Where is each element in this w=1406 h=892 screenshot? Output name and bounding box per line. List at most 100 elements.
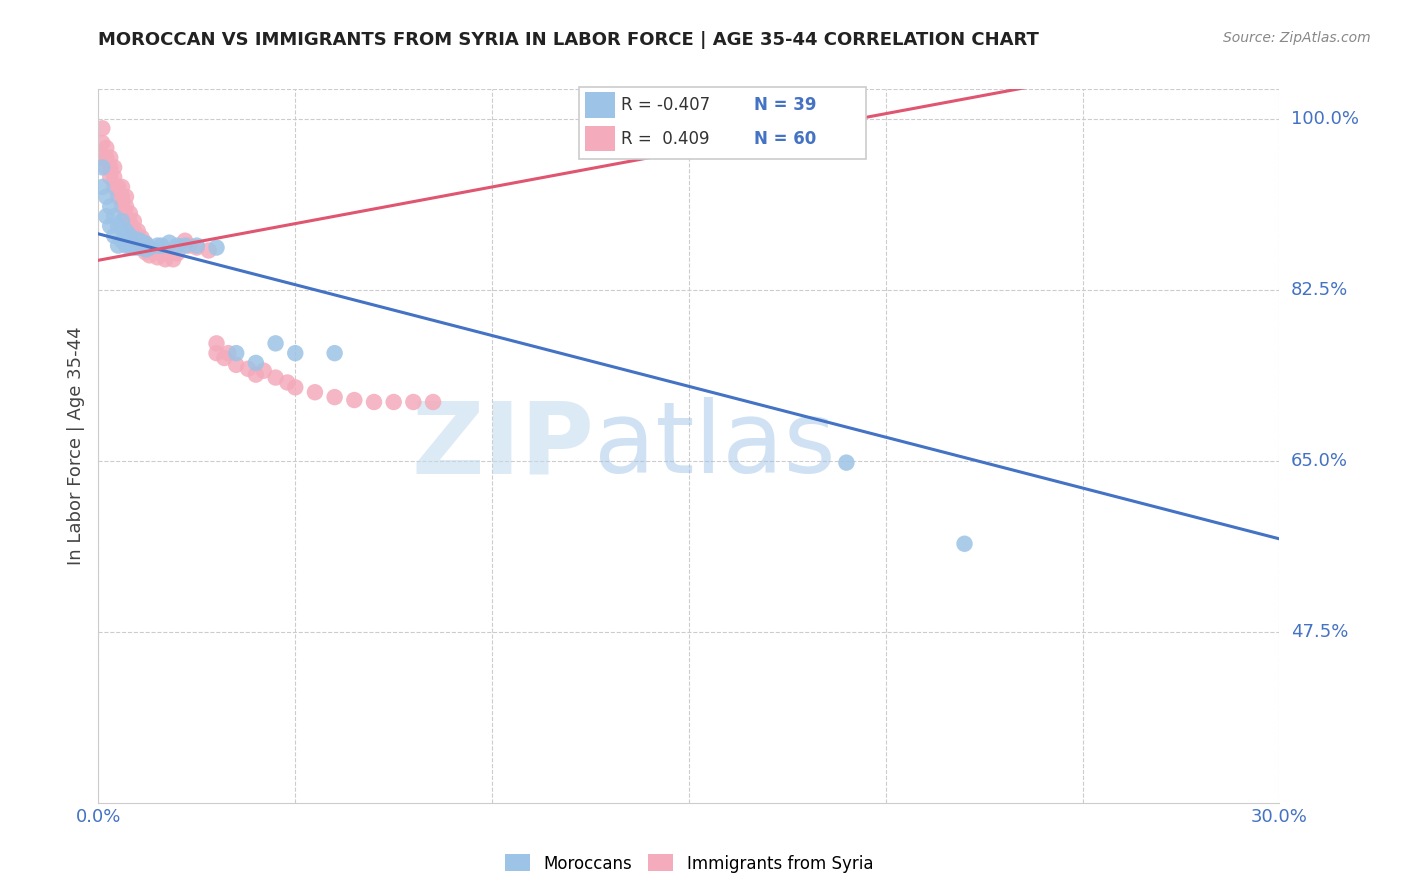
Point — [205, 346, 228, 360]
Point — [96, 161, 118, 175]
Point — [217, 346, 239, 360]
Point — [953, 537, 976, 551]
Point — [107, 238, 129, 252]
Point — [166, 246, 188, 260]
Point — [91, 180, 114, 194]
Point — [111, 234, 134, 248]
Point — [276, 376, 298, 390]
Point — [135, 243, 157, 257]
Point — [96, 151, 118, 165]
Point — [91, 151, 114, 165]
Text: ZIP: ZIP — [412, 398, 595, 494]
Point — [236, 361, 259, 376]
Text: R = -0.407: R = -0.407 — [620, 96, 710, 114]
Point — [98, 161, 121, 175]
Point — [118, 216, 141, 230]
Point — [135, 236, 157, 251]
Point — [91, 136, 114, 150]
Point — [138, 241, 160, 255]
Point — [162, 252, 184, 267]
Point — [225, 358, 247, 372]
Point — [111, 214, 134, 228]
Point — [264, 336, 287, 351]
Point — [174, 238, 197, 252]
Point — [382, 395, 405, 409]
Point — [214, 351, 236, 365]
Point — [166, 238, 188, 252]
Point — [363, 395, 385, 409]
Point — [98, 170, 121, 185]
Point — [103, 170, 125, 185]
Point — [157, 235, 180, 250]
Bar — [585, 93, 614, 118]
Point — [177, 238, 200, 252]
Point — [122, 241, 145, 255]
Point — [205, 336, 228, 351]
Point — [115, 238, 138, 252]
Point — [107, 219, 129, 233]
Point — [127, 224, 149, 238]
Point — [131, 231, 153, 245]
Point — [323, 346, 346, 360]
Point — [115, 209, 138, 223]
Point — [96, 209, 118, 223]
Point — [115, 200, 138, 214]
Text: R =  0.409: R = 0.409 — [620, 129, 709, 147]
Text: N = 39: N = 39 — [754, 96, 815, 114]
Point — [127, 233, 149, 247]
Point — [122, 234, 145, 248]
Point — [253, 364, 276, 378]
Point — [146, 238, 169, 252]
Point — [118, 206, 141, 220]
Point — [323, 390, 346, 404]
Point — [91, 121, 114, 136]
Point — [127, 241, 149, 255]
Point — [103, 228, 125, 243]
Point — [343, 392, 366, 407]
Point — [111, 190, 134, 204]
Point — [284, 380, 307, 394]
Point — [122, 224, 145, 238]
Point — [422, 395, 444, 409]
Point — [835, 456, 858, 470]
Point — [150, 246, 173, 260]
Point — [155, 252, 177, 267]
Text: N = 60: N = 60 — [754, 129, 815, 147]
Point — [174, 234, 197, 248]
Point — [264, 370, 287, 384]
Text: Source: ZipAtlas.com: Source: ZipAtlas.com — [1223, 31, 1371, 45]
Point — [115, 224, 138, 238]
Text: 47.5%: 47.5% — [1291, 623, 1348, 640]
Point — [98, 219, 121, 233]
Point — [402, 395, 425, 409]
Point — [103, 209, 125, 223]
Point — [205, 241, 228, 255]
Point — [245, 356, 267, 370]
Point — [138, 248, 160, 262]
Point — [96, 190, 118, 204]
Point — [186, 241, 208, 255]
Point — [127, 234, 149, 248]
Text: 82.5%: 82.5% — [1291, 281, 1348, 299]
FancyBboxPatch shape — [579, 87, 866, 159]
Point — [225, 346, 247, 360]
Point — [98, 200, 121, 214]
Point — [98, 151, 121, 165]
Point — [118, 238, 141, 252]
Point — [131, 238, 153, 252]
Point — [142, 244, 165, 258]
Point — [118, 228, 141, 243]
Point — [146, 250, 169, 264]
Point — [91, 161, 114, 175]
Legend: Moroccans, Immigrants from Syria: Moroccans, Immigrants from Syria — [498, 847, 880, 880]
Point — [111, 180, 134, 194]
Y-axis label: In Labor Force | Age 35-44: In Labor Force | Age 35-44 — [66, 326, 84, 566]
Point — [107, 190, 129, 204]
Text: 65.0%: 65.0% — [1291, 451, 1347, 470]
Point — [197, 244, 219, 258]
Point — [304, 385, 326, 400]
Point — [103, 180, 125, 194]
Point — [135, 236, 157, 251]
Point — [157, 246, 180, 260]
Bar — [585, 126, 614, 152]
